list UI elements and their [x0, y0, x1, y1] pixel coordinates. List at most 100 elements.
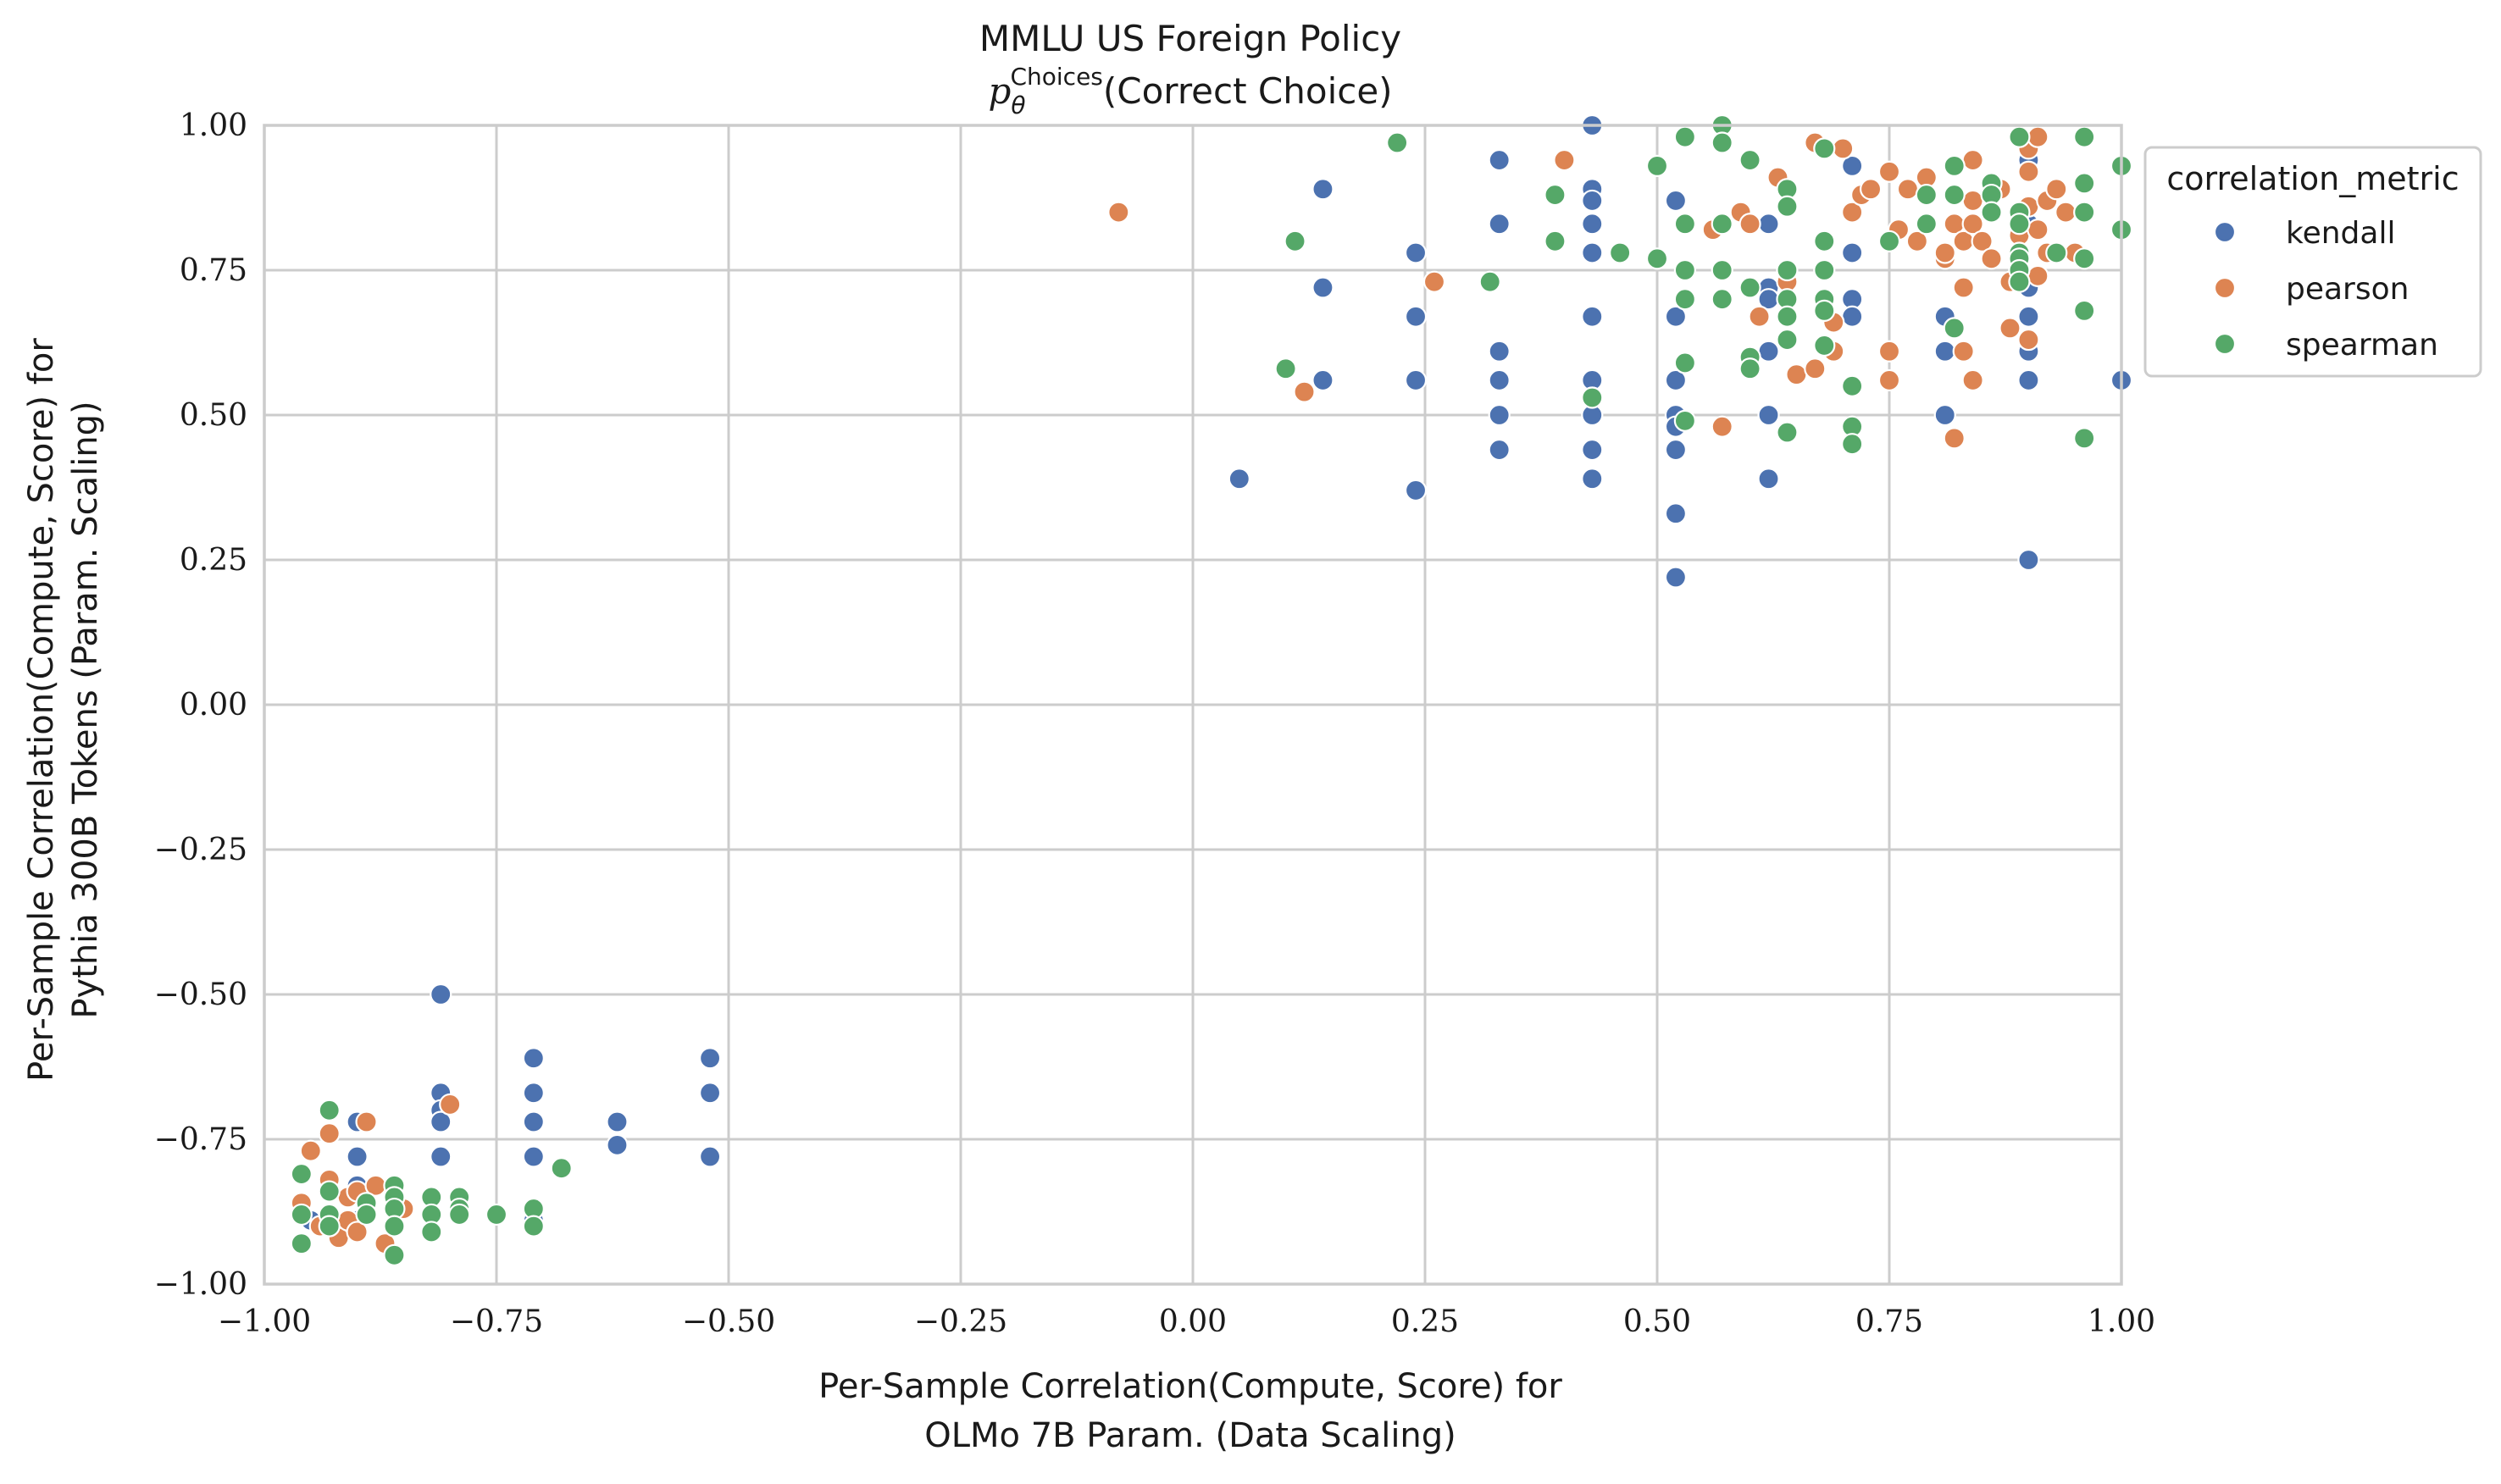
spearman-point-69 — [318, 1099, 341, 1121]
kendall-point-24 — [1404, 241, 1428, 264]
pearson-point-56 — [2055, 201, 2077, 224]
pearson-point-1 — [1293, 380, 1316, 403]
spearman-point-59 — [2073, 172, 2096, 195]
kendall-point-26 — [1404, 368, 1428, 392]
kendall-point-59 — [1841, 154, 1864, 177]
pearson-point-21 — [1877, 160, 1901, 183]
spearman-point-74 — [355, 1203, 378, 1227]
pearson-point-13 — [1804, 357, 1827, 380]
kendall-point-44 — [1581, 468, 1604, 490]
kendall-point-8 — [522, 1145, 545, 1168]
spearman-point-27 — [1776, 258, 1799, 282]
pearson-point-27 — [1905, 230, 1928, 252]
spearman-point-31 — [1776, 421, 1799, 444]
kendall-point-13 — [698, 1082, 722, 1105]
pearson-point-36 — [1961, 148, 1984, 172]
legend-title: correlation_metric — [2166, 160, 2459, 197]
spearman-point-1 — [1284, 230, 1306, 252]
spearman-point-49 — [1980, 201, 2003, 224]
y-tick-label-4: 0.00 — [180, 688, 247, 723]
x-axis-label-line-1: Per-Sample Correlation(Compute, Score) f… — [818, 1367, 1562, 1406]
spearman-point-21 — [1738, 148, 1761, 172]
kendall-point-58 — [1757, 468, 1780, 490]
pearson-point-0 — [1107, 201, 1130, 224]
y-axis-label-line-2: Pythia 300B Tokens (Param. Scaling) — [66, 401, 105, 1018]
kendall-point-32 — [1488, 403, 1511, 427]
spearman-point-50 — [2008, 125, 2031, 148]
pearson-point-52 — [2027, 264, 2049, 287]
pearson-point-55 — [2045, 178, 2068, 201]
subtitle-symbol: p — [988, 70, 1011, 112]
kendall-point-47 — [1664, 368, 1688, 392]
spearman-point-6 — [1581, 386, 1604, 409]
spearman-point-24 — [1738, 357, 1761, 380]
y-axis-label: Per-Sample Correlation(Compute, Score) f… — [22, 338, 105, 1082]
kendall-point-37 — [1581, 213, 1604, 235]
pearson-point-3 — [1553, 148, 1576, 172]
spearman-point-61 — [2073, 247, 2096, 270]
kendall-point-0 — [430, 983, 452, 1006]
legend: correlation_metric kendall pearson spearma… — [2143, 146, 2482, 378]
spearman-point-85 — [448, 1203, 471, 1227]
pearson-point-17 — [1832, 137, 1855, 160]
pearson-point-39 — [1961, 368, 1984, 392]
pearson-point-69 — [355, 1110, 378, 1133]
kendall-point-27 — [1404, 479, 1428, 502]
kendall-point-21 — [1312, 178, 1334, 201]
x-tick-label-6: 0.50 — [1623, 1304, 1691, 1339]
spearman-point-58 — [2073, 125, 2096, 148]
legend-marker-pearson — [2213, 276, 2237, 300]
spearman-point-38 — [1841, 374, 1864, 397]
pearson-point-49 — [2017, 328, 2040, 352]
spearman-point-20 — [1711, 288, 1733, 311]
spearman-point-10 — [1673, 125, 1696, 148]
pearson-point-59 — [299, 1139, 322, 1162]
x-tick-label-1: −0.75 — [450, 1304, 543, 1339]
spearman-point-12 — [1673, 258, 1696, 282]
y-tick-label-6: 0.50 — [180, 398, 247, 433]
pearson-point-18 — [1841, 201, 1864, 224]
pearson-point-67 — [346, 1221, 369, 1243]
kendall-point-16 — [346, 1145, 369, 1168]
pearson-point-38 — [1961, 213, 1984, 235]
spearman-point-78 — [383, 1215, 406, 1238]
kendall-point-14 — [698, 1145, 722, 1168]
kendall-point-51 — [1664, 502, 1688, 525]
spearman-point-79 — [383, 1243, 406, 1266]
y-tick-label-1: −0.75 — [154, 1122, 247, 1157]
spearman-point-30 — [1776, 328, 1799, 352]
kendall-point-23 — [1312, 368, 1334, 392]
kendall-point-7 — [522, 1110, 545, 1133]
y-axis-label-line-1: Per-Sample Correlation(Compute, Score) f… — [22, 338, 61, 1082]
kendall-point-43 — [1581, 438, 1604, 462]
kendall-point-38 — [1581, 241, 1604, 264]
spearman-point-56 — [2008, 270, 2031, 293]
pearson-point-11 — [1785, 363, 1808, 386]
y-tick-label-7: 0.75 — [180, 253, 247, 288]
spearman-point-3 — [1478, 270, 1501, 293]
kendall-point-20 — [1228, 468, 1250, 490]
kendall-point-56 — [1757, 340, 1780, 363]
spearman-point-19 — [1711, 258, 1733, 282]
kendall-point-36 — [1581, 189, 1604, 213]
spearman-point-52 — [2008, 213, 2031, 235]
kendall-point-62 — [1841, 305, 1864, 328]
x-tick-label-0: −1.00 — [218, 1304, 311, 1339]
spearman-point-62 — [2073, 299, 2096, 322]
x-tick-label-7: 0.75 — [1855, 1304, 1923, 1339]
spearman-point-63 — [2073, 427, 2096, 450]
kendall-point-64 — [1933, 340, 1956, 363]
y-tick-label-8: 1.00 — [180, 108, 247, 143]
legend-label-spearman: spearman — [2286, 328, 2438, 363]
kendall-point-33 — [1488, 438, 1511, 462]
spearman-point-11 — [1673, 213, 1696, 235]
kendall-point-6 — [522, 1082, 545, 1105]
spearman-point-40 — [1841, 433, 1864, 456]
x-tick-label-5: 0.25 — [1391, 1304, 1459, 1339]
x-tick-label-3: −0.25 — [914, 1304, 1007, 1339]
pearson-point-32 — [1943, 427, 1966, 450]
subtitle-symbol-sub: θ — [1011, 91, 1025, 119]
spearman-point-18 — [1711, 213, 1733, 235]
y-tick-label-5: 0.25 — [180, 543, 247, 578]
x-tick-labels: −1.00 −0.75 −0.50 −0.25 0.00 0.25 0.50 0.75 1.00 — [218, 1304, 2155, 1339]
